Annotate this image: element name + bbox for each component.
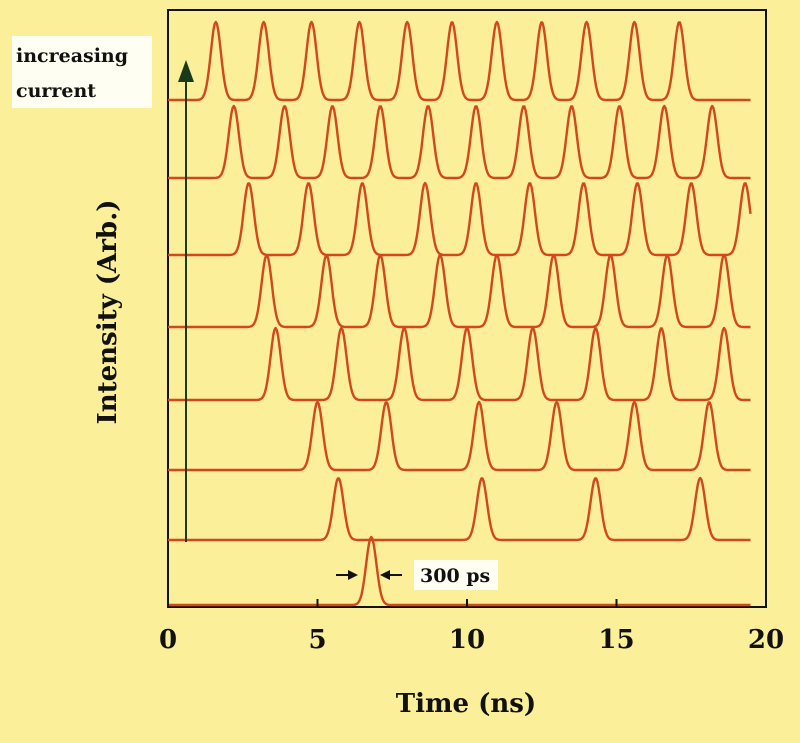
x-axis-title: Time (ns) xyxy=(396,689,536,719)
arrow-label-line-2: current xyxy=(16,80,96,102)
trace-5 xyxy=(168,253,751,329)
trace-6 xyxy=(168,181,752,257)
x-axis-ticks: 0 5 10 15 20 xyxy=(159,599,784,655)
trace-2 xyxy=(168,476,751,542)
x-tick-label-3: 15 xyxy=(598,625,634,655)
arrow-label-line-1: increasing xyxy=(16,45,128,67)
trace-4 xyxy=(168,326,751,402)
pulse-width-label-box xyxy=(414,560,498,590)
arrow-label-box xyxy=(12,36,152,108)
trace-8 xyxy=(168,20,751,102)
pulse-width-left-arrowhead xyxy=(348,570,358,580)
x-tick-label-2: 10 xyxy=(449,625,485,655)
y-axis-title: Intensity (Arb.) xyxy=(93,200,123,425)
x-tick-label-0: 0 xyxy=(159,625,177,655)
trace-7 xyxy=(168,104,751,180)
traces-group xyxy=(168,20,752,607)
pulse-width-right-arrowhead xyxy=(380,570,390,580)
increasing-current-arrowhead xyxy=(178,60,194,82)
x-tick-label-4: 20 xyxy=(748,625,784,655)
x-tick-label-1: 5 xyxy=(308,625,326,655)
trace-3 xyxy=(168,400,751,472)
trace-1 xyxy=(168,535,751,607)
pulse-width-label: 300 ps xyxy=(420,565,490,587)
